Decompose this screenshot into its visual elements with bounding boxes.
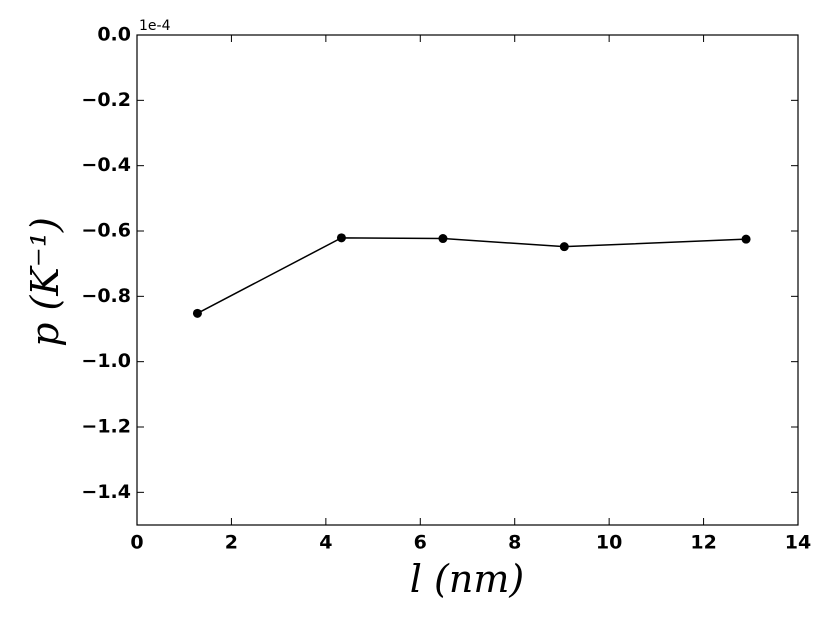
data-point	[438, 234, 448, 244]
x-tick-label: 6	[414, 532, 427, 554]
data-point	[741, 234, 751, 244]
x-tick-label: 2	[225, 532, 238, 554]
y-tick-label: 0.0	[97, 24, 131, 46]
x-axis-label: l (nm)	[410, 557, 524, 601]
y-axis-label: p (K⁻¹)	[23, 217, 67, 347]
y-tick-label: −0.2	[81, 89, 131, 111]
y-tick-label: −0.4	[81, 154, 131, 176]
y-offset-text: 1e-4	[139, 18, 171, 34]
x-tick-label: 4	[319, 532, 332, 554]
x-tick-label: 8	[508, 532, 521, 554]
axes-frame	[136, 34, 799, 526]
x-tick-label: 12	[690, 532, 716, 554]
data-point	[336, 233, 346, 243]
y-tick-label: −1.0	[81, 350, 131, 372]
x-tick-label: 14	[785, 532, 811, 554]
data-point	[559, 242, 569, 252]
series-line	[197, 237, 747, 314]
x-tick-label: 10	[596, 532, 622, 554]
y-tick-label: −1.4	[81, 481, 131, 503]
x-tick-label: 0	[130, 532, 143, 554]
data-point	[192, 308, 202, 318]
y-tick-label: −0.6	[81, 220, 131, 242]
y-tick-label: −0.8	[81, 285, 131, 307]
y-tick-label: −1.2	[81, 416, 131, 438]
